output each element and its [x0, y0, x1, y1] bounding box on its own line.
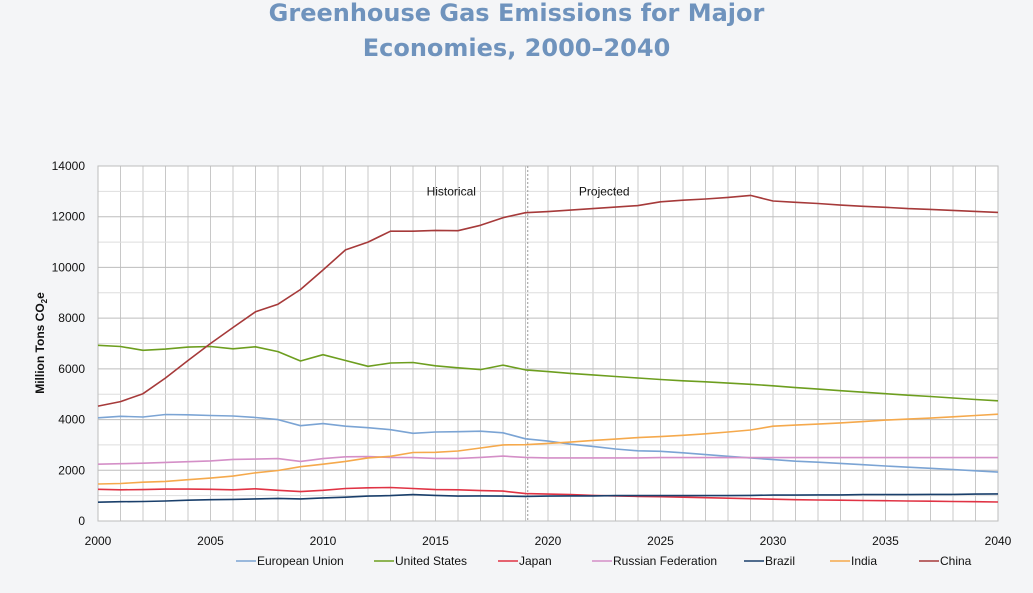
series-line-japan — [97, 486, 999, 503]
y-axis-label-subscript: 2 — [40, 298, 49, 303]
y-axis-label-end: e — [33, 292, 47, 299]
legend-item-india: India — [830, 554, 877, 568]
legend-item-china: China — [919, 554, 972, 568]
legend-item-european-union: European Union — [236, 554, 344, 568]
series-line-brazil — [97, 493, 999, 503]
series-line-united-states — [97, 344, 999, 402]
legend-label: China — [940, 554, 972, 568]
legend-item-united-states: United States — [374, 554, 467, 568]
y-tick-label: 10000 — [52, 260, 86, 274]
legend-item-japan: Japan — [498, 554, 552, 568]
series-line-india — [97, 413, 999, 485]
y-tick-label: 6000 — [58, 362, 85, 376]
annotation-label: Historical — [427, 184, 476, 198]
y-tick-label: 14000 — [52, 159, 86, 173]
series-lines — [97, 194, 999, 503]
x-tick-label: 2020 — [535, 534, 562, 548]
y-tick-label: 12000 — [52, 210, 86, 224]
y-tick-label: 0 — [78, 514, 85, 528]
y-axis-label-main: Million Tons CO — [33, 303, 47, 393]
annotations: Historical Projected — [427, 166, 630, 521]
y-tick-label: 8000 — [58, 311, 85, 325]
chart-title-line-1: Greenhouse Gas Emissions for Major — [268, 0, 765, 27]
legend-item-brazil: Brazil — [744, 554, 795, 568]
chart-title: Greenhouse Gas Emissions for Major Econo… — [0, 0, 1033, 66]
series-line-russian-federation — [97, 455, 998, 465]
x-tick-label: 2030 — [760, 534, 787, 548]
chart-title-line-2: Economies, 2000–2040 — [362, 34, 671, 62]
legend-item-russian-federation: Russian Federation — [592, 554, 717, 568]
x-tick-label: 2025 — [647, 534, 674, 548]
x-tick-label: 2005 — [197, 534, 224, 548]
y-axis-label: Million Tons CO2e — [33, 292, 49, 394]
legend-label: India — [851, 554, 877, 568]
plot-border — [97, 165, 999, 522]
x-tick-label: 2040 — [985, 534, 1012, 548]
y-tick-label: 4000 — [58, 413, 85, 427]
series-line-china — [97, 194, 999, 407]
legend-label: European Union — [257, 554, 344, 568]
x-tick-label: 2010 — [310, 534, 337, 548]
legend-label: Russian Federation — [613, 554, 717, 568]
grid — [97, 165, 999, 522]
x-tick-label: 2015 — [422, 534, 449, 548]
annotation-label: Projected — [579, 184, 630, 198]
x-tick-label: 2000 — [85, 534, 112, 548]
legend-label: United States — [395, 554, 467, 568]
legend-label: Brazil — [765, 554, 795, 568]
legend-label: Japan — [519, 554, 552, 568]
series-line-european-union — [97, 413, 999, 473]
legend: European Union United States Japan Russian … — [236, 554, 972, 568]
x-tick-label: 2035 — [872, 534, 899, 548]
y-tick-label: 2000 — [58, 463, 85, 477]
